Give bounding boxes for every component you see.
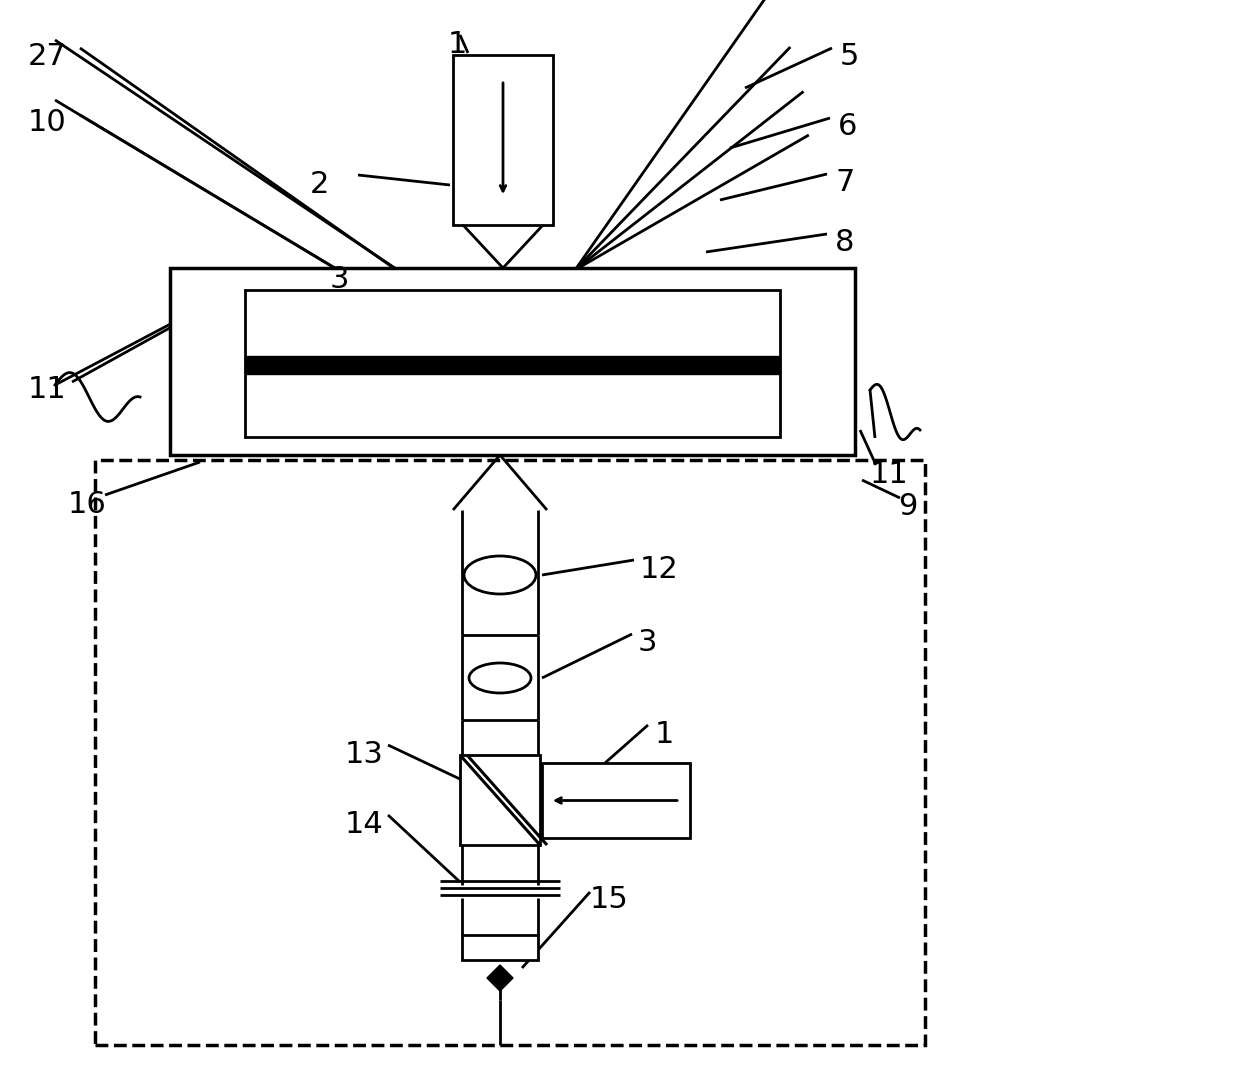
Text: 1: 1	[448, 30, 467, 59]
Text: 13: 13	[345, 740, 384, 769]
Text: 3: 3	[330, 265, 350, 294]
Ellipse shape	[469, 663, 531, 693]
Text: 11: 11	[28, 375, 67, 404]
Text: 27: 27	[28, 42, 67, 71]
Bar	[462, 935, 538, 960]
Text: 1: 1	[655, 721, 674, 749]
Text: 12: 12	[640, 555, 679, 584]
Text: 2: 2	[310, 170, 330, 199]
Text: 9: 9	[898, 492, 918, 521]
Bar	[245, 290, 781, 437]
Text: 10: 10	[28, 108, 67, 137]
Text: 6: 6	[839, 112, 857, 141]
Text: 14: 14	[345, 810, 384, 839]
Ellipse shape	[464, 556, 536, 594]
Text: 3: 3	[638, 628, 657, 657]
Bar	[95, 460, 925, 1045]
Text: 5: 5	[840, 42, 860, 71]
Bar	[542, 763, 690, 838]
Text: 16: 16	[68, 490, 106, 520]
Bar	[459, 755, 540, 845]
Text: 15: 15	[590, 885, 629, 914]
Text: 8: 8	[835, 228, 855, 257]
Bar	[453, 55, 553, 224]
Polygon shape	[487, 965, 513, 991]
Text: 11: 11	[869, 460, 909, 489]
Text: 7: 7	[835, 168, 855, 197]
Bar	[170, 268, 855, 455]
